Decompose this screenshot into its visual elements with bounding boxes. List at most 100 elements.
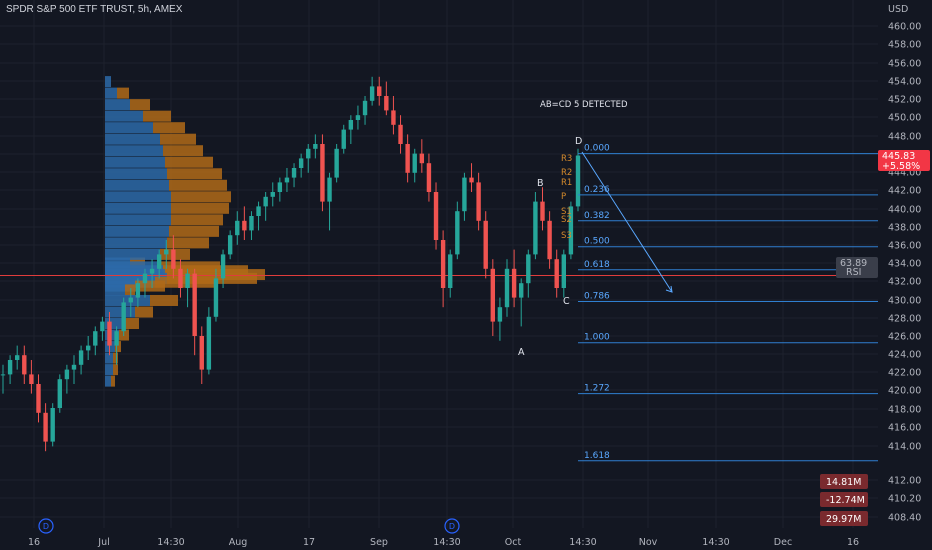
- candle-body: [313, 144, 318, 149]
- pattern-point-c: C: [563, 296, 570, 307]
- profile-bar-sell: [171, 214, 223, 226]
- candle-body: [14, 355, 20, 360]
- price-tick: 460.00: [888, 22, 921, 33]
- rsi-badge-bg: [836, 257, 878, 278]
- projection-arrow: [665, 285, 673, 293]
- profile-bar-sell: [150, 294, 178, 306]
- candle-body: [384, 96, 389, 111]
- time-tick: 17: [303, 537, 315, 548]
- candle-body: [547, 220, 552, 260]
- candle-body: [220, 254, 226, 279]
- candle-body: [320, 144, 325, 202]
- candle-body: [206, 316, 212, 370]
- price-tick: 452.00: [888, 95, 921, 106]
- profile-bar-sell: [163, 145, 203, 157]
- profile-bar-sell: [113, 364, 118, 376]
- time-tick: Aug: [229, 537, 248, 548]
- candle-body: [554, 259, 559, 288]
- candle-body: [128, 297, 133, 303]
- candle-body: [270, 192, 275, 197]
- candle-body: [398, 124, 403, 144]
- profile-bar-sell: [169, 179, 227, 191]
- candle-body: [448, 254, 453, 288]
- candle-body: [93, 331, 98, 346]
- candle-body: [100, 321, 105, 332]
- time-tick: 14:30: [569, 537, 596, 548]
- candle-body: [277, 182, 283, 192]
- price-tick: 424.00: [888, 350, 921, 361]
- candle-body: [50, 408, 55, 442]
- profile-bar-buy: [105, 237, 167, 249]
- candle-body: [519, 283, 524, 298]
- candle-body: [192, 273, 197, 336]
- pivot-r3: R3: [561, 154, 572, 164]
- candle-body: [483, 220, 488, 269]
- candle-body: [242, 220, 247, 231]
- candle-body: [249, 216, 254, 231]
- time-tick: Sep: [370, 537, 388, 548]
- dividend-marker: [38, 518, 54, 534]
- price-badge-change: +5.58%: [882, 161, 920, 172]
- price-tick: 454.00: [888, 77, 921, 88]
- price-tick: 440.00: [888, 205, 921, 216]
- candle-body: [504, 268, 510, 308]
- projection-line: [581, 151, 673, 293]
- profile-bar-sell: [113, 352, 118, 364]
- profile-bar-sell: [115, 341, 121, 353]
- candle-body: [185, 273, 190, 288]
- pivot-s2: S2: [561, 215, 572, 225]
- candle-body: [533, 201, 538, 255]
- candle-body: [433, 192, 439, 240]
- pattern-label: AB=CD 5 DETECTED: [540, 100, 628, 110]
- profile-bar-sell: [165, 156, 213, 168]
- dividend-marker-label: D: [449, 522, 455, 531]
- price-tick: 412.00: [888, 476, 921, 487]
- price-tick: 444.00: [888, 168, 921, 179]
- candle-body: [164, 249, 169, 255]
- profile-bar-buy: [105, 202, 171, 214]
- currency-label: USD: [888, 4, 908, 15]
- candle-body: [362, 100, 368, 116]
- profile-bar-buy: [105, 179, 169, 191]
- candle-body: [291, 168, 297, 178]
- candle-body: [284, 177, 290, 183]
- candle-body: [64, 369, 70, 380]
- volume-profile: [105, 76, 265, 387]
- candle-body: [71, 364, 77, 370]
- candle-body: [149, 268, 155, 274]
- candle-body: [575, 155, 581, 207]
- dividend-marker: [444, 518, 460, 534]
- profile-bar-buy: [105, 133, 160, 145]
- price-tick: 428.00: [888, 314, 921, 325]
- candle-body: [43, 412, 48, 442]
- price-tick: 432.00: [888, 277, 921, 288]
- profile-bar-buy: [105, 122, 153, 134]
- profile-bar-sell: [125, 318, 139, 330]
- profile-bar-buy: [105, 191, 171, 203]
- profile-bar-sell: [167, 237, 209, 249]
- candle-body: [171, 249, 176, 269]
- candle-body: [426, 163, 432, 192]
- profile-bar-buy: [105, 225, 169, 237]
- candle-body: [540, 201, 545, 221]
- price-tick: 422.00: [888, 368, 921, 379]
- time-tick: 14:30: [157, 537, 184, 548]
- candle-body: [334, 148, 339, 178]
- profile-bar-buy: [105, 87, 117, 99]
- candle-body: [306, 148, 311, 159]
- volume-badge-bg: [820, 511, 868, 526]
- candle-body: [511, 268, 517, 298]
- time-axis: 16 Jul 14:30 Aug 17 Sep 14:30 Oct 14:30 Nov 14:30 D…: [28, 537, 859, 548]
- profile-bar-sell: [153, 122, 185, 134]
- candle-body: [142, 273, 148, 284]
- fib-label: 0.500: [584, 237, 610, 247]
- profile-bar-buy: [105, 375, 111, 387]
- price-tick: 458.00: [888, 40, 921, 51]
- pivot-p: P: [561, 192, 566, 202]
- pattern-point-a: A: [518, 347, 525, 358]
- price-tick: 434.00: [888, 259, 921, 270]
- candle-body: [22, 355, 27, 375]
- fib-label: 1.618: [584, 451, 610, 461]
- candle-body: [85, 345, 91, 351]
